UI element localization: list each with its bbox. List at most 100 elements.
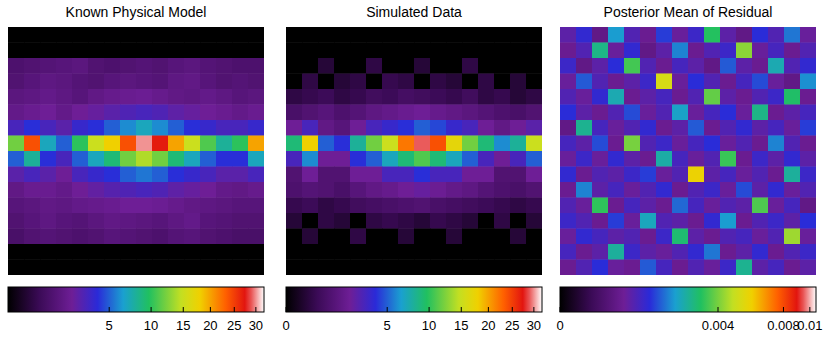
cell (672, 182, 688, 198)
cell (350, 27, 366, 43)
cell (168, 43, 184, 59)
cell (152, 260, 168, 276)
cell (720, 229, 736, 245)
cell (672, 74, 688, 90)
cell (720, 58, 736, 74)
cell (430, 213, 446, 229)
cell (592, 244, 608, 260)
cell (510, 89, 526, 105)
colorbar-tick-label: 0 (282, 318, 289, 333)
colorbar-tick (109, 307, 110, 312)
cell (24, 151, 40, 167)
cell (784, 120, 800, 136)
cell (104, 260, 120, 276)
cell (216, 260, 232, 276)
cell (800, 105, 816, 121)
cell (334, 182, 350, 198)
cell (152, 167, 168, 183)
cell (510, 136, 526, 152)
cell (120, 229, 136, 245)
cell (446, 43, 462, 59)
cell (350, 58, 366, 74)
cell (736, 43, 752, 59)
cell (640, 244, 656, 260)
cell (232, 105, 248, 121)
cell (216, 151, 232, 167)
cell (430, 244, 446, 260)
cell (430, 58, 446, 74)
cell (200, 182, 216, 198)
cell (24, 260, 40, 276)
cell (350, 89, 366, 105)
cell (414, 198, 430, 214)
cell (56, 213, 72, 229)
cell (216, 213, 232, 229)
cell (576, 213, 592, 229)
cell (120, 27, 136, 43)
colorbar-tick (488, 307, 489, 312)
cell (414, 136, 430, 152)
cell (184, 244, 200, 260)
cell (232, 89, 248, 105)
cell (350, 43, 366, 59)
cell (40, 105, 56, 121)
cell (510, 198, 526, 214)
cell (640, 58, 656, 74)
colorbar-tick-label: 10 (422, 318, 436, 333)
colorbar-tick-label: 0.01 (797, 318, 822, 333)
cell (302, 74, 318, 90)
cell (286, 244, 302, 260)
cell (8, 120, 24, 136)
cell (478, 182, 494, 198)
cell (366, 213, 382, 229)
cell (120, 260, 136, 276)
cell (286, 89, 302, 105)
cell (232, 74, 248, 90)
cell (462, 182, 478, 198)
cell (302, 213, 318, 229)
cell (88, 167, 104, 183)
cell (800, 229, 816, 245)
cell (462, 27, 478, 43)
cell (592, 260, 608, 276)
cell (200, 244, 216, 260)
colorbar-tick (429, 307, 430, 312)
cell (334, 43, 350, 59)
cell (382, 89, 398, 105)
colorbar-tick (718, 307, 719, 312)
cell (382, 105, 398, 121)
cell (366, 136, 382, 152)
cell (624, 120, 640, 136)
cell (526, 151, 542, 167)
cell (784, 27, 800, 43)
cell (430, 43, 446, 59)
cell (478, 120, 494, 136)
cell (672, 136, 688, 152)
cell (656, 120, 672, 136)
cell (136, 229, 152, 245)
cell (366, 229, 382, 245)
cell (168, 58, 184, 74)
panel: Posterior Mean of Residual00.0040.0080.0… (556, 4, 822, 333)
cell (736, 105, 752, 121)
cell (350, 167, 366, 183)
cell (656, 74, 672, 90)
cell (382, 213, 398, 229)
cell (414, 74, 430, 90)
cell (248, 58, 264, 74)
cell (72, 58, 88, 74)
cell (104, 74, 120, 90)
cell (526, 167, 542, 183)
cell (526, 27, 542, 43)
cell (366, 151, 382, 167)
cell (88, 74, 104, 90)
cell (200, 74, 216, 90)
cell (446, 213, 462, 229)
cell (40, 244, 56, 260)
cell (768, 167, 784, 183)
cell (510, 58, 526, 74)
cell (56, 167, 72, 183)
cell (462, 198, 478, 214)
cell (8, 43, 24, 59)
cell (608, 136, 624, 152)
